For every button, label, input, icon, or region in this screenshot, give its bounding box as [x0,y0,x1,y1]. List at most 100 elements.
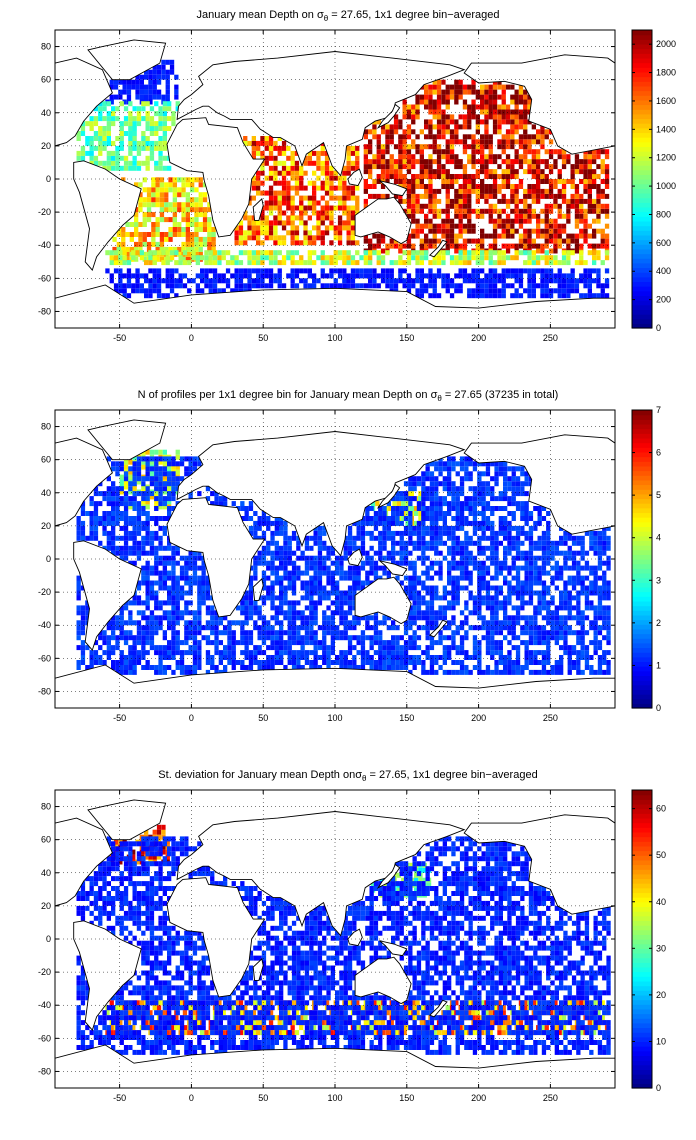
heatmap-cell [429,565,435,571]
heatmap-cell [434,466,439,472]
heatmap-cell [287,640,292,646]
heatmap-cell [273,235,278,241]
heatmap-cell [286,180,291,186]
heatmap-cell [442,595,447,601]
heatmap-cell [181,212,186,218]
heatmap-cell [152,74,157,80]
heatmap-cell [501,99,506,105]
heatmap-cell [294,170,300,176]
heatmap-cell [177,232,182,237]
heatmap-cell [270,665,275,670]
heatmap-cell [583,283,588,289]
heatmap-cell [454,94,459,100]
heatmap-cell [330,635,335,641]
heatmap-cell [168,182,173,188]
heatmap-cell [484,144,489,150]
heatmap-cell [335,655,340,660]
heatmap-cell [449,233,455,239]
heatmap-cell [106,530,111,536]
heatmap-cell [171,605,176,611]
heatmap-cell [266,550,271,556]
colorbar-step [632,188,652,194]
heatmap-cell [172,207,177,213]
heatmap-cell [501,208,506,214]
heatmap-cell [326,655,331,660]
heatmap-cell [434,655,439,660]
heatmap-cell [244,615,249,621]
heatmap-cell [256,170,261,176]
heatmap-cell [205,650,211,656]
heatmap-cell [419,223,424,229]
heatmap-cell [574,159,580,165]
heatmap-cell [313,530,318,536]
heatmap-cell [447,570,452,576]
heatmap-cell [454,119,459,125]
land-south-america [73,160,142,272]
heatmap-cell [286,145,291,151]
heatmap-cell [398,255,403,261]
heatmap-cell [442,476,447,482]
heatmap-cell [145,486,150,492]
heatmap-cell [149,640,155,646]
heatmap-cell [93,145,99,151]
heatmap-cell [436,149,442,155]
heatmap-cell [141,160,146,166]
heatmap-cell [175,595,180,601]
heatmap-cell [600,283,605,289]
heatmap-cell [162,570,167,576]
heatmap-cell [142,202,147,208]
heatmap-cell [165,255,170,261]
heatmap-cell [111,160,116,166]
heatmap-cell [240,600,245,606]
heatmap-cell [501,119,506,125]
heatmap-cell [462,208,468,214]
heatmap-cell [268,273,274,279]
heatmap-cell [579,250,584,256]
heatmap-cell [436,169,442,175]
heatmap-cell [273,225,278,231]
heatmap-cell [164,197,169,203]
heatmap-cell [600,159,605,165]
heatmap-cell [251,140,256,146]
heatmap-cell [266,565,271,571]
heatmap-cell [141,525,146,531]
colorbar-step [632,253,652,259]
heatmap-cell [330,640,335,646]
heatmap-cell [277,170,282,176]
heatmap-cell [247,235,252,241]
heatmap-cell [207,227,212,232]
heatmap-cell [177,202,182,208]
heatmap-cell [181,177,186,183]
heatmap-cell [257,516,262,521]
heatmap-cell [274,655,279,660]
heatmap-cell [419,238,424,244]
heatmap-cell [372,283,377,289]
heatmap-cell [368,193,373,199]
heatmap-cell [454,99,459,105]
heatmap-cell [238,278,244,284]
heatmap-cell [266,645,271,651]
heatmap-cell [115,165,120,171]
heatmap-cell [451,535,456,541]
heatmap-cell [480,164,485,170]
heatmap-cell [346,145,351,151]
heatmap-cell [447,590,452,596]
heatmap-cell [424,94,429,100]
heatmap-cell [128,504,133,510]
heatmap-cell [119,545,124,551]
heatmap-cell [429,501,435,507]
heatmap-cell [198,222,203,227]
heatmap-cell [119,165,124,171]
heatmap-cell [181,192,186,198]
heatmap-cell [393,283,399,289]
heatmap-cell [198,251,203,257]
heatmap-cell [402,154,407,160]
heatmap-cell [185,202,190,208]
heatmap-cell [445,159,450,165]
heatmap-cell [145,511,150,516]
heatmap-cell [467,260,472,266]
heatmap-cell [391,560,396,566]
heatmap-cell [492,293,498,299]
heatmap-cell [268,165,274,171]
heatmap-cell [399,545,404,551]
